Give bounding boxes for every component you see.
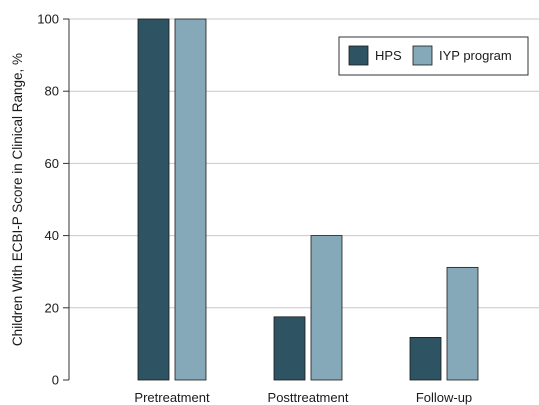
y-tick-label: 0: [52, 373, 59, 388]
x-tick-label: Pretreatment: [134, 390, 210, 405]
bar-iyp-follow-up: [446, 266, 479, 381]
y-axis-title: Children With ECBI-P Score in Clinical R…: [10, 53, 25, 346]
y-tick-labels: 0 20 40 60 80 100: [37, 12, 59, 388]
y-tick-label: 20: [45, 300, 59, 315]
bar-iyp-pretreatment: [174, 18, 207, 381]
y-tick-label: 40: [45, 228, 59, 243]
bar-hps-pretreatment: [137, 18, 170, 381]
y-tick-label: 60: [45, 156, 59, 171]
legend-label-iyp: IYP program: [439, 48, 512, 63]
legend-label-hps: HPS: [375, 48, 402, 63]
y-tick-label: 80: [45, 84, 59, 99]
x-tick-labels: Pretreatment Posttreatment Follow-up: [134, 390, 472, 405]
legend-swatch-hps: [348, 45, 369, 66]
x-tick-label: Follow-up: [416, 390, 472, 405]
legend-box: [338, 36, 529, 76]
bars: [137, 18, 479, 381]
axes: [63, 18, 70, 381]
bar-hps-follow-up: [409, 337, 442, 381]
y-tick-label: 100: [37, 12, 59, 27]
bar-hps-posttreatment: [273, 316, 306, 381]
legend-swatch-iyp: [412, 45, 433, 66]
x-tick-label: Posttreatment: [268, 390, 349, 405]
legend: HPS IYP program: [338, 36, 529, 76]
bar-iyp-posttreatment: [310, 235, 343, 381]
